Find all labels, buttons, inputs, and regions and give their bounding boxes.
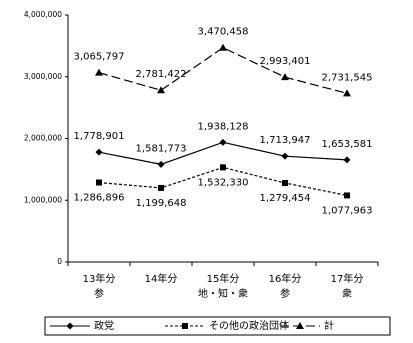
data-point — [343, 89, 351, 97]
x-tick-label: 17年分 — [331, 272, 364, 285]
legend-marker — [66, 322, 74, 330]
data-point — [281, 152, 289, 160]
data-point — [157, 86, 165, 94]
legend-label: その他の政治団体 — [209, 319, 289, 332]
data-label: 2,731,545 — [322, 72, 373, 83]
y-tick-label: 4,000,000 — [24, 10, 62, 19]
data-point — [220, 164, 226, 171]
x-tick-note: 地・知・衆 — [198, 287, 248, 300]
data-label: 3,470,458 — [198, 27, 249, 38]
data-label: 1,653,581 — [322, 139, 373, 150]
data-point — [281, 73, 289, 81]
legend-marker — [182, 323, 188, 329]
x-tick-label: 14年分 — [145, 272, 178, 285]
data-point — [158, 184, 164, 191]
y-tick-label: 1,000,000 — [24, 195, 62, 204]
x-tick-note: 参 — [280, 287, 290, 300]
x-tick-note: 衆 — [342, 287, 352, 300]
data-label: 1,199,648 — [136, 198, 187, 209]
data-label: 1,286,896 — [74, 193, 125, 204]
legend-box — [44, 316, 391, 336]
data-point — [344, 192, 350, 199]
data-point — [343, 156, 351, 164]
data-label: 1,938,128 — [198, 121, 249, 132]
y-tick-label: 2,000,000 — [24, 134, 62, 143]
data-label: 1,778,901 — [74, 131, 125, 142]
data-point — [157, 160, 165, 168]
data-label: 3,065,797 — [74, 52, 125, 63]
x-tick-label: 16年分 — [269, 272, 302, 285]
legend-marker — [296, 322, 304, 329]
legend-label: 計 — [324, 319, 334, 332]
data-point — [219, 43, 227, 51]
y-tick-label: 3,000,000 — [24, 72, 62, 81]
data-label: 1,713,947 — [260, 135, 311, 146]
data-point — [282, 179, 288, 186]
data-label: 1,279,454 — [260, 193, 311, 204]
data-label: 2,993,401 — [260, 56, 311, 67]
y-tick-label: 0 — [57, 257, 62, 266]
data-point — [96, 179, 102, 186]
data-point — [219, 138, 227, 146]
series-line — [98, 47, 348, 94]
data-label: 2,781,422 — [136, 69, 187, 80]
x-tick-note: 参 — [94, 287, 104, 300]
x-tick-label: 15年分 — [207, 272, 240, 285]
data-label: 1,077,963 — [322, 205, 373, 216]
data-label: 1,532,330 — [198, 177, 249, 188]
legend-label: 政党 — [94, 319, 114, 332]
data-point — [95, 68, 103, 76]
data-label: 1,581,773 — [136, 143, 187, 154]
data-point — [95, 148, 103, 156]
x-tick-label: 13年分 — [83, 272, 116, 285]
